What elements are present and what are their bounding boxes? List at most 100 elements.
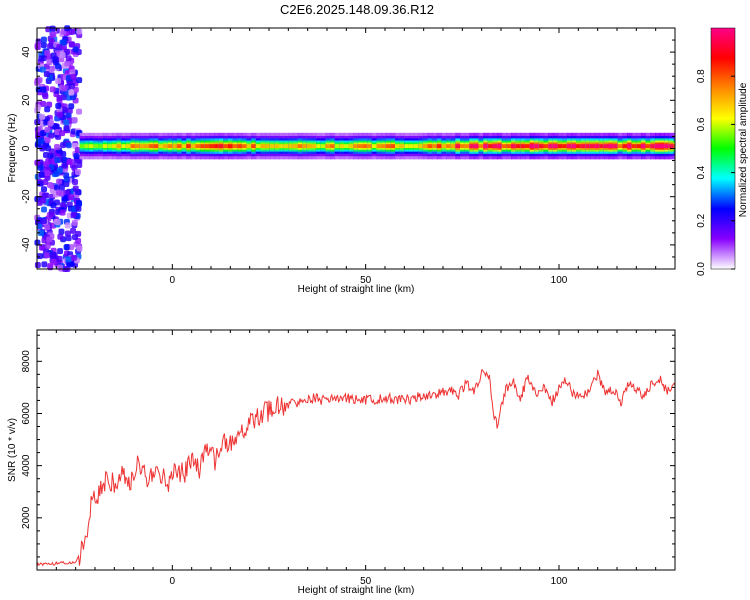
noise-cell [60,142,67,149]
noise-cell [72,234,79,241]
snr-xlabel: Height of straight line (km) [298,585,415,596]
noise-cell [43,71,50,78]
signal-band [255,144,262,149]
noise-cell [57,264,64,271]
signal-band [529,144,536,149]
signal-band [385,144,392,149]
noise-cell [68,82,75,89]
signal-band [93,144,99,149]
noise-cell [38,244,45,251]
signal-band [195,144,202,149]
signal-band [348,144,355,149]
noise-cell [36,253,43,260]
signal-band [599,144,605,149]
colorbar-gradient [710,27,736,270]
noise-cell [56,111,63,118]
signal-band [538,144,545,149]
noise-cell [61,162,68,169]
noise-cell [47,120,54,127]
noise-cell [66,107,73,114]
signal-band [446,144,452,149]
spectrogram-ticks: 0 50 100 -40 -20 0 20 40 [21,27,676,286]
noise-cell [46,236,53,243]
signal-band [469,144,475,149]
signal-band [659,144,666,149]
signal-band [362,144,369,149]
signal-band [436,144,443,149]
signal-band [334,144,341,149]
colorbar-label: Normalized spectral amplitude [738,82,749,217]
signal-band [645,144,652,149]
noise-cell [46,101,53,108]
signal-band [594,144,601,149]
signal-band [353,144,359,149]
signal-band [251,144,257,149]
signal-band [153,144,160,149]
noise-cell [71,219,78,226]
signal-band [265,144,271,149]
noise-cell [56,178,63,185]
signal-band [218,144,225,149]
noise-cell [57,248,64,255]
noise-cell [39,66,46,73]
signal-band [413,144,420,149]
signal-band [627,144,633,149]
noise-cell [49,86,56,93]
noise-cell [70,254,77,261]
signal-band [566,144,573,149]
signal-band [112,144,118,149]
signal-band [186,144,192,149]
noise-cell [65,112,72,119]
signal-band [172,144,178,149]
noise-cell [44,224,51,231]
noise-cell [63,244,70,251]
signal-band [524,144,531,149]
signal-band [344,144,350,149]
signal-band [455,144,461,149]
noise-cell [40,197,47,204]
signal-band [163,144,169,149]
noise-cell [47,43,54,50]
signal-band [501,144,508,149]
signal-band [135,144,141,149]
snr-ylabel: SNR (10 * v/v) [7,418,18,482]
noise-cell [48,148,55,155]
signal-band [427,144,434,149]
signal-band [339,144,345,149]
noise-cell [38,171,45,178]
signal-band [473,144,480,149]
noise-cell [63,194,70,201]
signal-band [232,144,239,149]
signal-band [460,144,466,149]
noise-cell [69,94,76,101]
signal-band [144,144,151,149]
snr-panel: 0 50 100 2000 4000 6000 8000 Height of straigh… [7,329,676,596]
signal-band [497,144,503,149]
noise-cell [37,164,44,171]
noise-cell [56,255,63,262]
noise-cell [66,261,73,268]
noise-cell [65,142,72,149]
noise-cell [55,63,62,70]
signal-band [88,144,95,149]
signal-band [98,144,104,149]
spectrogram-y-tick-label: 40 [21,46,32,58]
signal-band [283,144,290,149]
signal-band [608,144,615,149]
noise-cell [60,44,67,51]
noise-cell [39,113,46,120]
signal-band [650,144,656,149]
signal-band [617,144,624,149]
noise-cell [42,179,49,186]
noise-cell [44,137,51,144]
noise-cell [56,95,63,102]
noise-cell [68,41,75,48]
signal-band [418,144,424,149]
signal-band [209,144,215,149]
noise-cell [74,168,81,175]
noise-cell [54,144,61,151]
noise-cell [38,55,45,62]
signal-band [450,144,457,149]
signal-band [548,144,554,149]
noise-cell [63,125,70,132]
